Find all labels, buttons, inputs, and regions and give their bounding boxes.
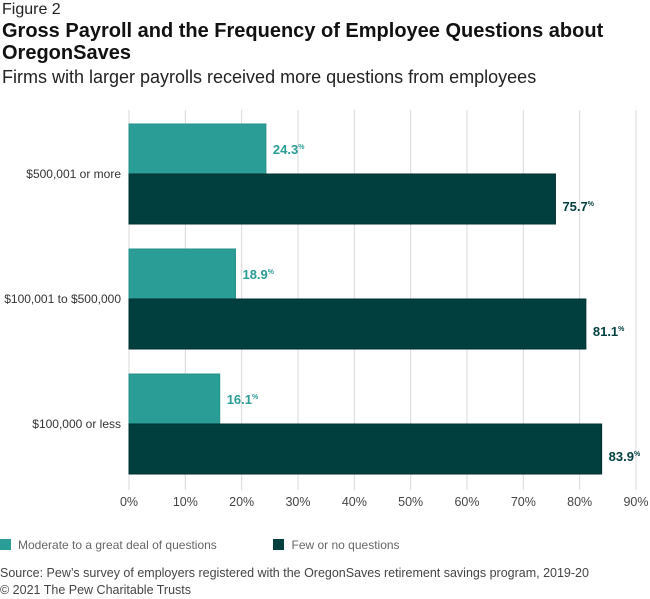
data-label: 16.1% bbox=[227, 392, 259, 407]
x-tick-label: 20% bbox=[229, 495, 254, 509]
x-tick-label: 80% bbox=[567, 495, 592, 509]
bar-few bbox=[128, 423, 603, 475]
legend-swatch-moderate bbox=[0, 539, 11, 550]
copyright: © 2021 The Pew Charitable Trusts bbox=[0, 583, 192, 597]
bar-moderate bbox=[128, 373, 221, 425]
category-label: $100,001 to $500,000 bbox=[4, 292, 121, 306]
x-tick-label: 50% bbox=[398, 495, 423, 509]
x-tick-label: 30% bbox=[285, 495, 310, 509]
bar-moderate bbox=[128, 248, 236, 300]
x-tick-label: 10% bbox=[173, 495, 198, 509]
legend-label-few: Few or no questions bbox=[291, 538, 400, 552]
legend: Moderate to a great deal of questions Fe… bbox=[0, 538, 400, 552]
legend-label-moderate: Moderate to a great deal of questions bbox=[18, 538, 217, 552]
source-note: Source: Pew’s survey of employers regist… bbox=[0, 566, 589, 580]
data-label: 24.3% bbox=[273, 142, 305, 157]
plot-area: 0% 10% 20% 30% 40% 50% 60% 70% 80% 90% $500,001 or… bbox=[4, 110, 649, 509]
chart-title: Gross Payroll and the Frequency of Emplo… bbox=[2, 20, 604, 64]
data-label: 83.9% bbox=[609, 449, 641, 464]
x-tick-label: 70% bbox=[511, 495, 536, 509]
x-tick-label: 60% bbox=[454, 495, 479, 509]
data-label: 81.1% bbox=[593, 324, 625, 339]
data-label: 75.7% bbox=[562, 199, 594, 214]
bar-few bbox=[128, 298, 587, 350]
figure-label: Figure 2 bbox=[2, 1, 61, 18]
category-label: $500,001 or more bbox=[26, 167, 121, 181]
chart-subtitle: Firms with larger payrolls received more… bbox=[2, 67, 537, 87]
bar-few bbox=[128, 173, 556, 225]
x-tick-label: 90% bbox=[623, 495, 648, 509]
category-label: $100,000 or less bbox=[32, 417, 121, 431]
x-tick-label: 40% bbox=[342, 495, 367, 509]
legend-swatch-few bbox=[273, 539, 285, 550]
bar-moderate bbox=[128, 123, 267, 175]
data-label: 18.9% bbox=[242, 267, 274, 282]
x-tick-label: 0% bbox=[120, 495, 138, 509]
